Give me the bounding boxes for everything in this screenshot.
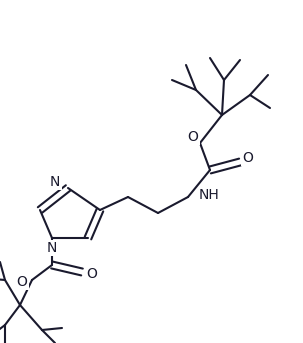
Text: NH: NH	[199, 188, 220, 202]
Text: N: N	[47, 241, 57, 255]
Text: N: N	[50, 175, 60, 189]
Text: O: O	[87, 267, 98, 281]
Text: O: O	[17, 275, 28, 289]
Text: O: O	[188, 130, 198, 144]
Text: O: O	[243, 151, 253, 165]
